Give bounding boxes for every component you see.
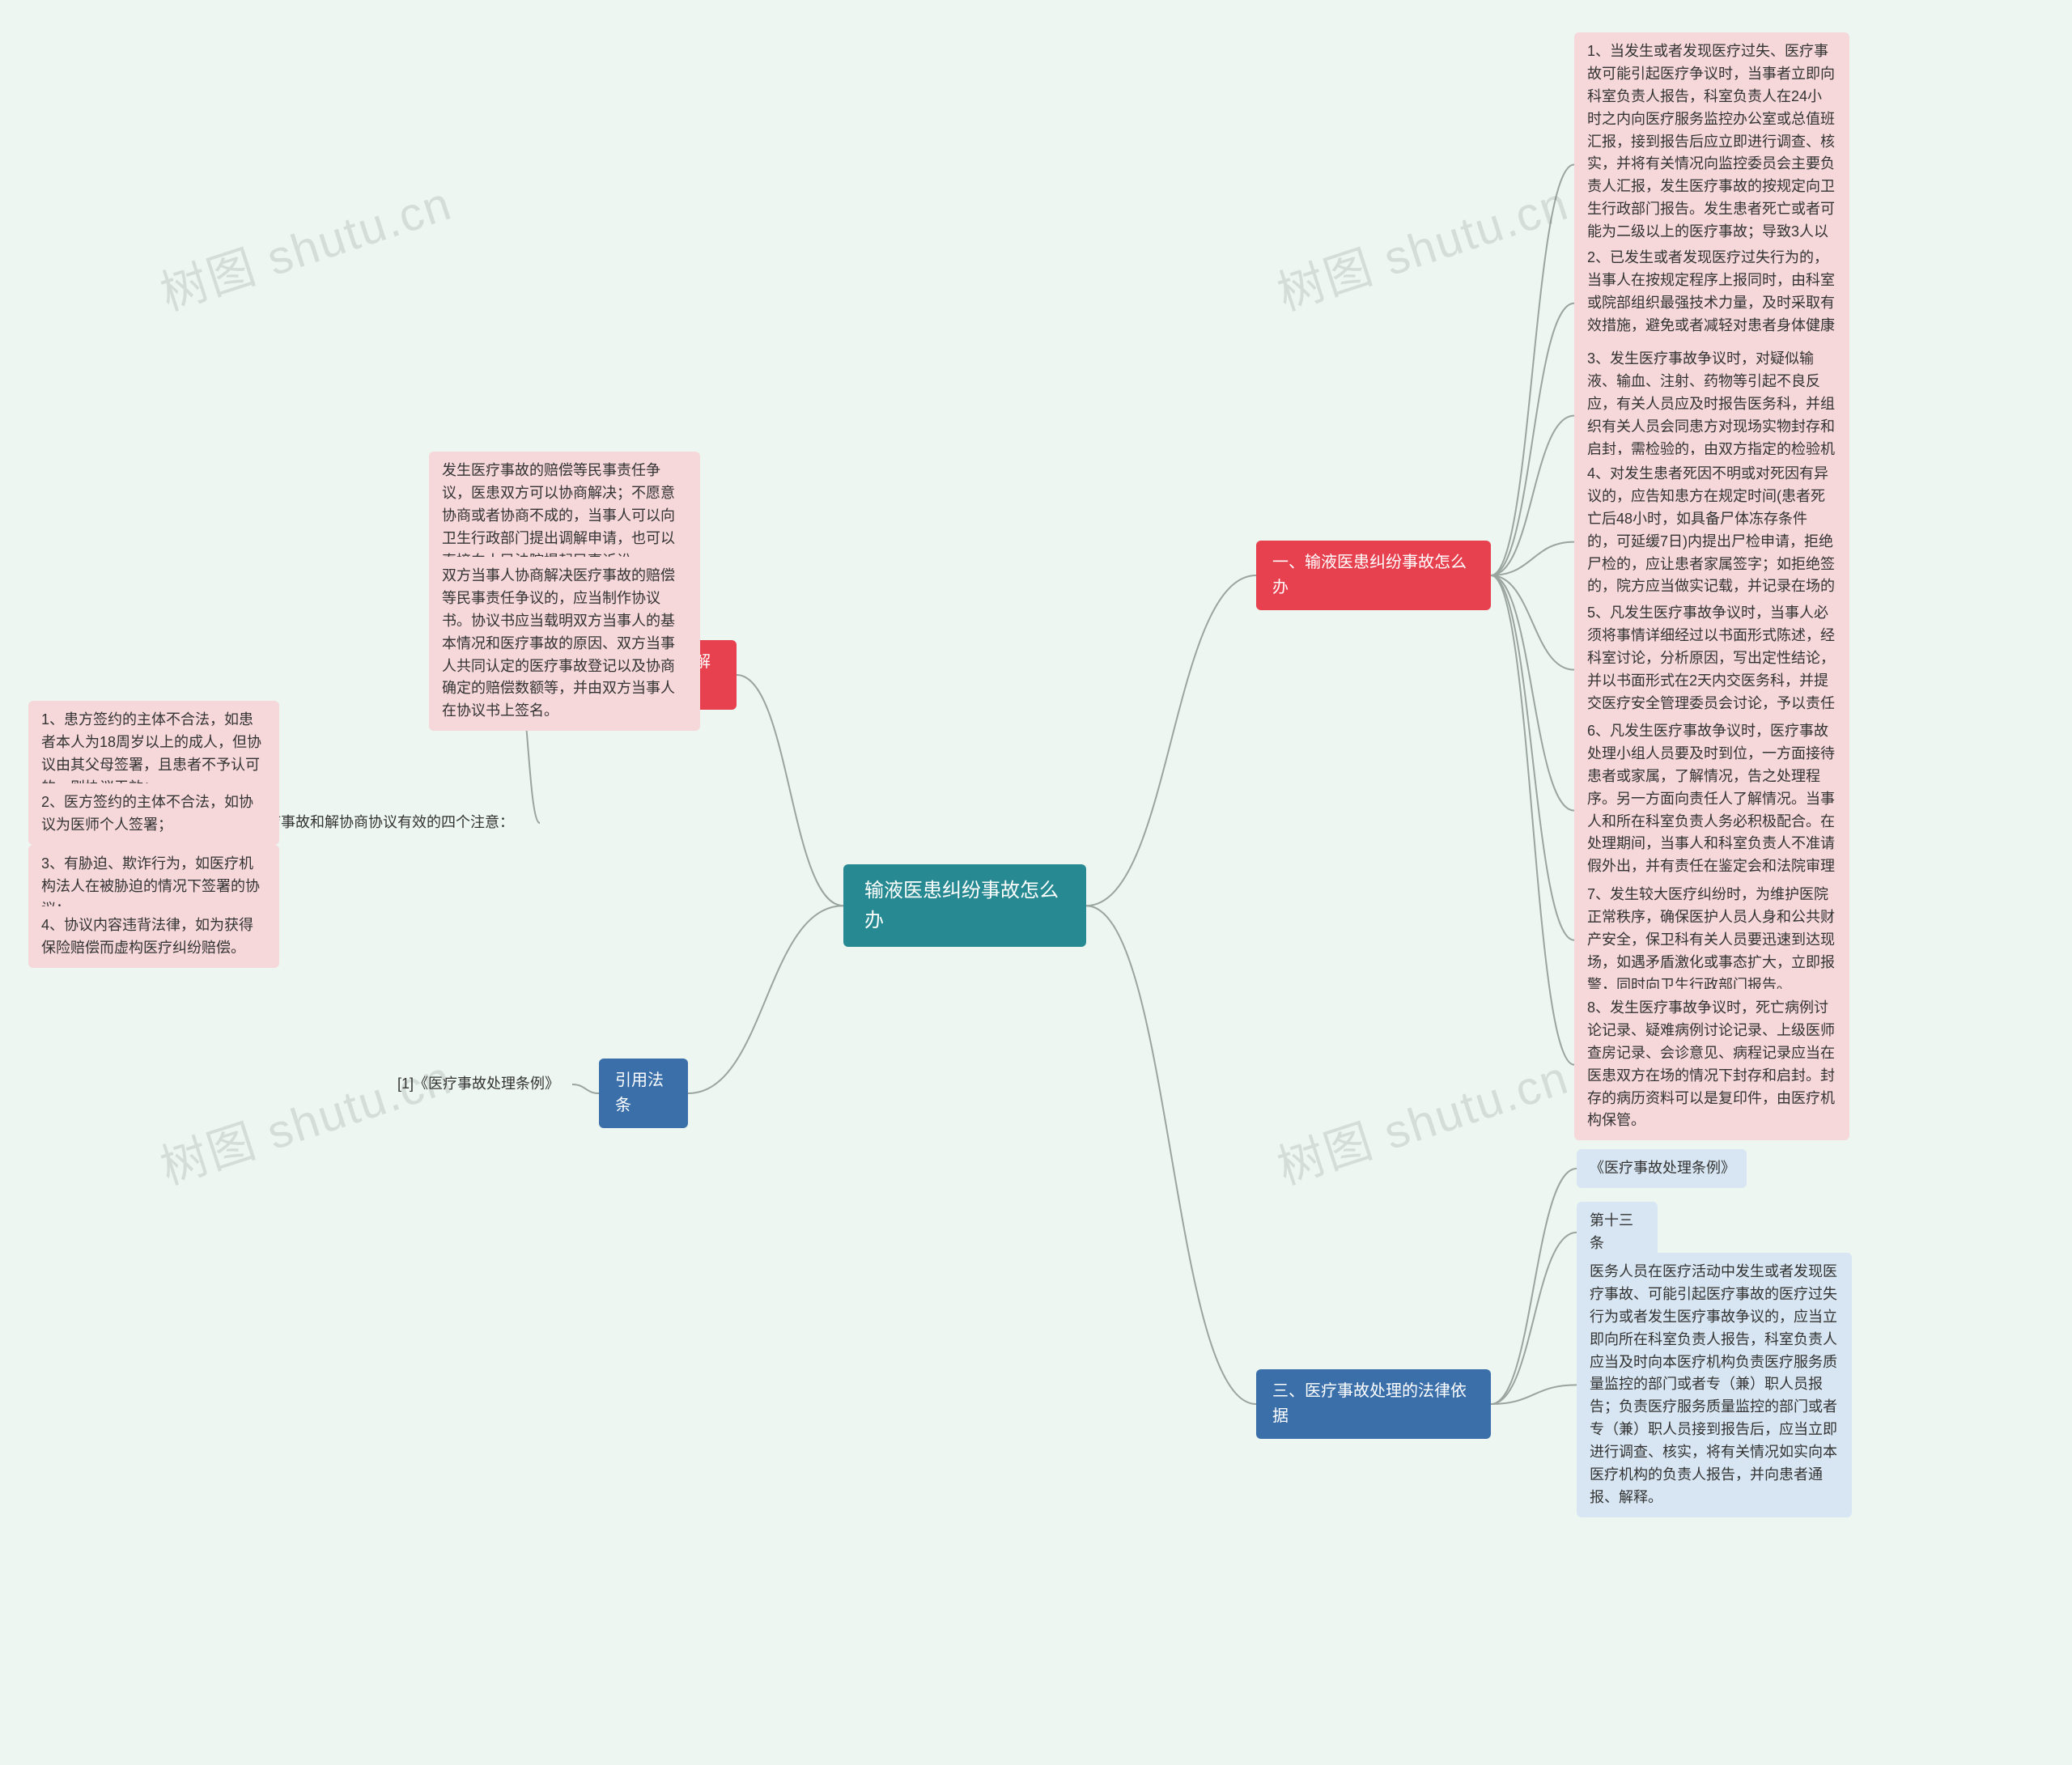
watermark: 树图 shutu.cn <box>1267 165 1576 323</box>
mindmap-node-b2_2[interactable]: 双方当事人协商解决医疗事故的赔偿等民事责任争议的，应当制作协议书。协议书应当载明… <box>429 557 700 731</box>
watermark: 树图 shutu.cn <box>1267 1039 1576 1197</box>
mindmap-node-root[interactable]: 输液医患纠纷事故怎么办 <box>843 864 1086 947</box>
mindmap-node-b4_1[interactable]: [1]《医疗事故处理条例》 <box>384 1065 572 1104</box>
watermark: 树图 shutu.cn <box>151 165 459 323</box>
mindmap-node-b1_8[interactable]: 8、发生医疗事故争议时，死亡病例讨论记录、疑难病例讨论记录、上级医师查房记录、会… <box>1574 989 1849 1140</box>
mindmap-node-b3[interactable]: 三、医疗事故处理的法律依据 <box>1256 1369 1491 1439</box>
mindmap-node-b1_7[interactable]: 7、发生较大医疗纠纷时，为维护医院正常秩序，确保医护人员人身和公共财产安全，保卫… <box>1574 876 1849 1004</box>
mindmap-node-b3_3[interactable]: 医务人员在医疗活动中发生或者发现医疗事故、可能引起医疗事故的医疗过失行为或者发生… <box>1577 1253 1852 1517</box>
mindmap-node-b2_3_2[interactable]: 2、医方签约的主体不合法，如协议为医师个人签署； <box>28 783 279 845</box>
mindmap-node-b1[interactable]: 一、输液医患纠纷事故怎么办 <box>1256 541 1491 610</box>
watermark: 树图 shutu.cn <box>151 1039 459 1197</box>
mindmap-node-b4[interactable]: 引用法条 <box>599 1059 688 1128</box>
mindmap-node-b2_3[interactable]: 医疗事故和解协商协议有效的四个注意： <box>239 804 540 842</box>
mindmap-node-b2_3_4[interactable]: 4、协议内容违背法律，如为获得保险赔偿而虚构医疗纠纷赔偿。 <box>28 906 279 968</box>
mindmap-node-b3_1[interactable]: 《医疗事故处理条例》 <box>1577 1149 1747 1188</box>
